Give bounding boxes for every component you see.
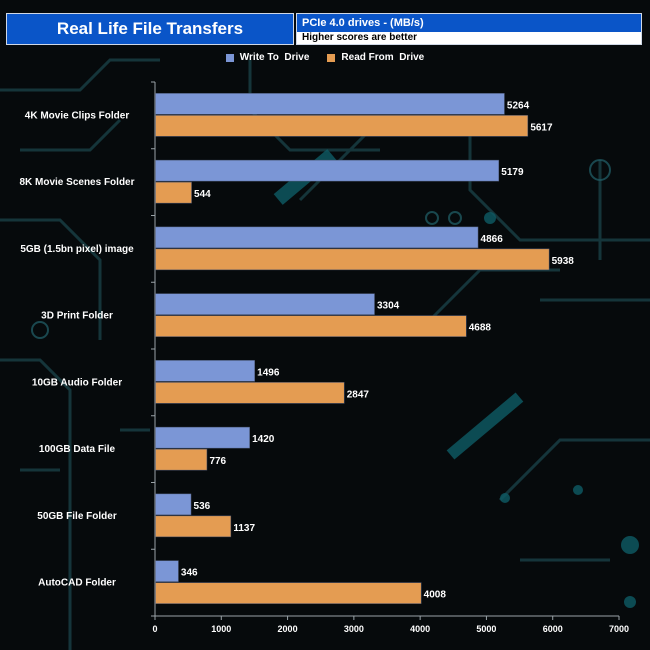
value-label-read: 4688: [469, 323, 492, 334]
bar-write: [155, 293, 375, 315]
category-label: 5GB (1.5bn pixel) image: [20, 244, 134, 255]
bar-write: [155, 426, 250, 449]
chart-subtitle: PCIe 4.0 drives - (MB/s): [297, 14, 641, 32]
x-tick-label: 5000: [476, 624, 496, 634]
value-label-write: 1496: [257, 367, 280, 378]
value-label-read: 544: [194, 189, 211, 200]
x-tick-label: 1000: [211, 624, 231, 634]
value-label-write: 536: [194, 501, 211, 512]
category-label: 10GB Audio Folder: [32, 377, 122, 388]
value-label-read: 4008: [424, 590, 447, 601]
bar-write: [155, 226, 479, 249]
x-tick-label: 6000: [543, 624, 563, 634]
category-label: AutoCAD Folder: [38, 578, 116, 589]
chart-note: Higher scores are better: [297, 32, 641, 44]
bar-read: [155, 315, 467, 337]
value-label-read: 2847: [347, 389, 370, 400]
x-tick-label: 2000: [278, 624, 298, 634]
value-label-write: 4866: [481, 234, 504, 245]
legend-label-read: Read From Drive: [341, 52, 425, 63]
value-label-read: 1137: [233, 523, 255, 534]
bar-read: [155, 382, 345, 404]
value-label-read: 5938: [552, 256, 575, 267]
bar-write: [155, 493, 192, 516]
value-label-write: 1420: [252, 434, 275, 445]
category-label: 8K Movie Scenes Folder: [19, 177, 134, 188]
value-label-write: 3304: [377, 301, 400, 312]
x-tick-label: 3000: [344, 624, 364, 634]
bar-read: [155, 448, 208, 471]
bar-read: [155, 115, 529, 137]
legend: Write To Drive Read From Drive: [0, 52, 650, 63]
chart-title: Real Life File Transfers: [6, 13, 294, 45]
x-tick-label: 4000: [410, 624, 430, 634]
x-tick-label: 0: [152, 624, 157, 634]
value-label-write: 5179: [501, 167, 524, 178]
legend-swatch-read: [327, 53, 336, 62]
value-label-read: 776: [209, 456, 226, 467]
bar-write: [155, 560, 179, 582]
value-label-write: 5264: [507, 100, 530, 111]
bar-write: [155, 93, 505, 115]
bar-read: [155, 582, 422, 604]
bar-write: [155, 159, 500, 182]
subtitle-box: PCIe 4.0 drives - (MB/s) Higher scores a…: [296, 13, 642, 45]
category-label: 3D Print Folder: [41, 311, 113, 322]
bar-read: [155, 181, 192, 204]
bar-write: [155, 360, 255, 382]
legend-item-write: Write To Drive: [225, 52, 310, 63]
legend-label-write: Write To Drive: [239, 52, 310, 63]
bar-read: [155, 515, 232, 538]
value-label-write: 346: [181, 568, 198, 579]
value-label-read: 5617: [530, 122, 553, 133]
legend-swatch-write: [225, 53, 234, 62]
x-tick-label: 7000: [609, 624, 629, 634]
legend-item-read: Read From Drive: [327, 52, 424, 63]
category-label: 4K Movie Clips Folder: [25, 110, 130, 121]
category-label: 100GB Data File: [39, 444, 116, 455]
bar-read: [155, 248, 550, 271]
category-label: 50GB File Folder: [37, 511, 117, 522]
